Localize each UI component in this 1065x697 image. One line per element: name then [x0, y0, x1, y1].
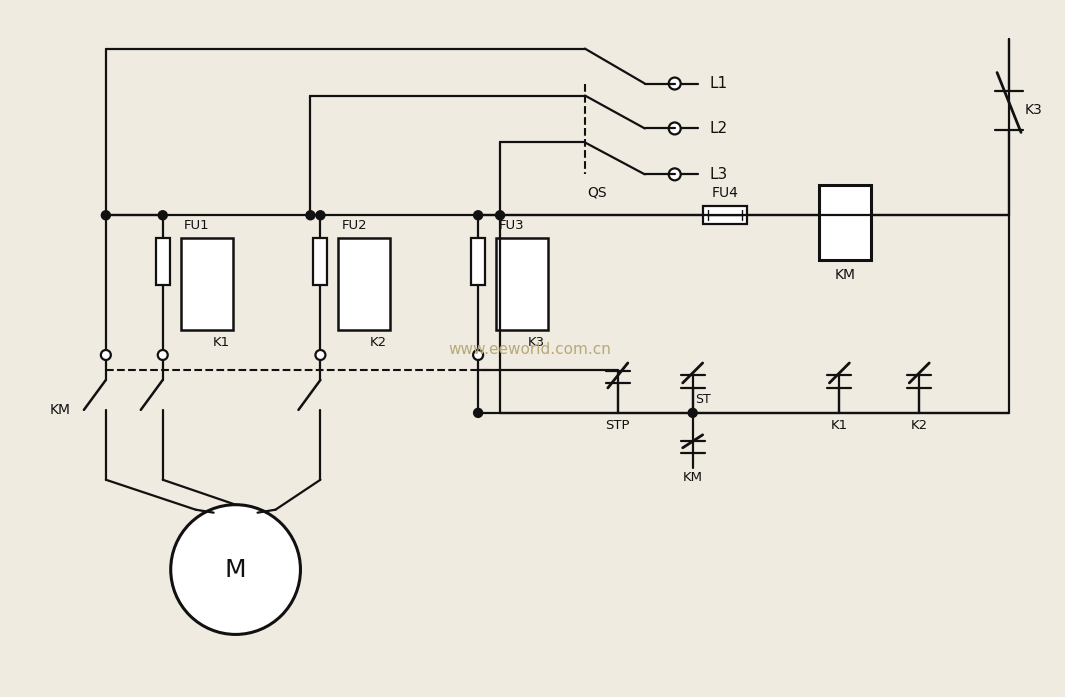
Circle shape: [101, 350, 111, 360]
Circle shape: [669, 77, 681, 89]
Circle shape: [159, 210, 167, 220]
Bar: [181, 238, 232, 330]
Bar: [313, 238, 327, 285]
Circle shape: [474, 210, 482, 220]
Circle shape: [170, 505, 300, 634]
Text: FU2: FU2: [342, 219, 367, 231]
Bar: [703, 206, 747, 224]
Text: KM: KM: [835, 268, 856, 282]
Text: K3: K3: [1025, 103, 1043, 118]
Bar: [819, 185, 871, 260]
Text: L2: L2: [709, 121, 727, 136]
Text: www.eeworld.com.cn: www.eeworld.com.cn: [448, 342, 611, 358]
Circle shape: [315, 350, 326, 360]
Text: FU1: FU1: [184, 219, 210, 231]
Text: STP: STP: [606, 420, 630, 432]
Text: FU3: FU3: [499, 219, 525, 231]
Circle shape: [474, 408, 482, 418]
Circle shape: [669, 169, 681, 181]
Text: L3: L3: [709, 167, 727, 182]
Text: K2: K2: [911, 420, 928, 432]
Text: K2: K2: [371, 335, 388, 348]
Bar: [339, 238, 390, 330]
Circle shape: [495, 210, 505, 220]
Circle shape: [158, 350, 167, 360]
Text: FU4: FU4: [711, 186, 738, 200]
Text: L1: L1: [709, 76, 727, 91]
Text: KM: KM: [683, 471, 703, 484]
Text: K3: K3: [528, 335, 545, 348]
Circle shape: [688, 408, 698, 418]
Text: M: M: [225, 558, 246, 581]
Text: ST: ST: [694, 393, 710, 406]
Circle shape: [669, 123, 681, 135]
Bar: [471, 238, 485, 285]
Text: K1: K1: [831, 420, 848, 432]
Text: QS: QS: [587, 185, 606, 199]
Text: KM: KM: [50, 403, 71, 417]
Circle shape: [101, 210, 111, 220]
Circle shape: [316, 210, 325, 220]
Text: K1: K1: [213, 335, 230, 348]
Bar: [155, 238, 169, 285]
Bar: [496, 238, 548, 330]
Circle shape: [473, 350, 484, 360]
Circle shape: [306, 210, 315, 220]
